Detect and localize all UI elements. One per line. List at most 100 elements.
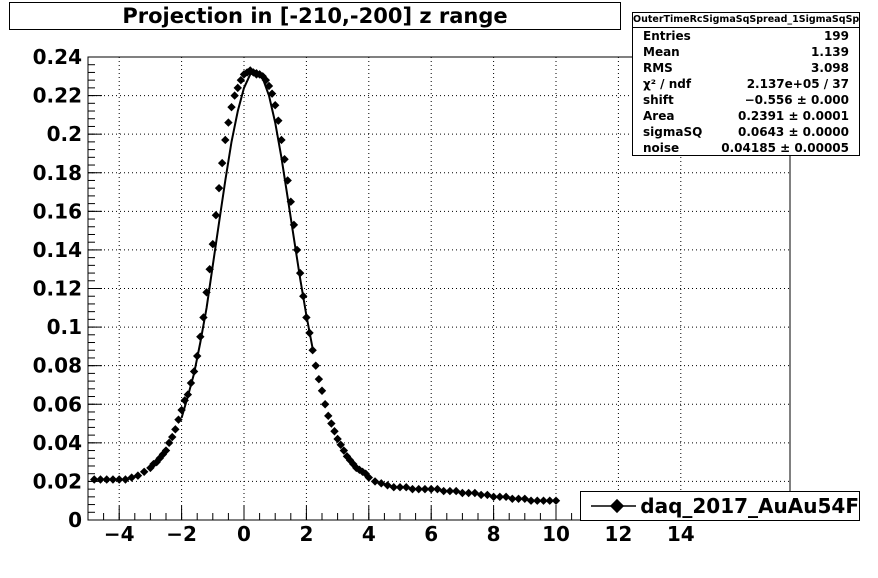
data-point bbox=[364, 473, 373, 482]
data-point bbox=[280, 155, 289, 164]
y-tick-label: 0.02 bbox=[33, 469, 82, 493]
data-point bbox=[199, 313, 208, 322]
stats-label: Area bbox=[643, 109, 675, 123]
data-point bbox=[261, 75, 271, 85]
data-point bbox=[545, 496, 554, 505]
data-point bbox=[395, 483, 405, 492]
fit-curve-line bbox=[180, 69, 314, 419]
data-point bbox=[427, 484, 436, 494]
data-point bbox=[317, 386, 327, 395]
data-point bbox=[327, 419, 336, 428]
data-point bbox=[489, 492, 498, 502]
data-point bbox=[439, 486, 448, 496]
data-point bbox=[495, 492, 505, 502]
data-point bbox=[102, 475, 111, 484]
x-axis-ticks: −4 −2 0 2 4 6 8 10 12 14 bbox=[87, 506, 791, 546]
stats-label: shift bbox=[643, 93, 674, 107]
data-point bbox=[433, 484, 442, 494]
data-point bbox=[168, 432, 177, 442]
x-tick-label: 14 bbox=[667, 522, 695, 546]
data-point bbox=[445, 486, 455, 496]
data-point bbox=[292, 245, 302, 255]
x-tick-label: 8 bbox=[487, 522, 501, 546]
stats-value: 199 bbox=[823, 29, 849, 43]
data-point bbox=[302, 313, 311, 322]
x-tick-label: 12 bbox=[604, 522, 632, 546]
y-tick-label: 0.14 bbox=[33, 238, 82, 262]
data-point bbox=[289, 220, 299, 230]
y-tick-label: 0.24 bbox=[33, 45, 82, 69]
data-point bbox=[115, 475, 124, 484]
data-point bbox=[177, 405, 186, 415]
data-point bbox=[295, 268, 305, 278]
data-point bbox=[183, 390, 193, 399]
stats-label: noise bbox=[643, 141, 680, 155]
data-points bbox=[90, 66, 561, 505]
stats-value: 0.04185 ± 0.00005 bbox=[721, 141, 849, 155]
data-point bbox=[408, 484, 417, 494]
data-point bbox=[370, 477, 380, 486]
data-point bbox=[224, 118, 233, 127]
stats-row-noise: noise 0.04185 ± 0.00005 bbox=[633, 140, 859, 156]
data-point bbox=[305, 328, 314, 338]
data-point bbox=[96, 475, 105, 484]
data-point bbox=[174, 415, 183, 424]
stats-value: 1.139 bbox=[811, 45, 849, 59]
stats-row-chi2: χ² / ndf 2.137e+05 / 37 bbox=[633, 76, 859, 92]
data-point bbox=[311, 361, 320, 370]
data-point bbox=[211, 210, 221, 220]
data-point bbox=[377, 479, 386, 488]
data-point bbox=[121, 475, 130, 484]
data-point bbox=[242, 68, 252, 77]
data-point bbox=[539, 496, 548, 505]
data-point bbox=[267, 89, 277, 98]
data-point bbox=[233, 83, 242, 93]
data-point bbox=[336, 440, 345, 449]
chart-title-text: Projection in [-210,-200] z range bbox=[122, 4, 508, 28]
data-point bbox=[208, 239, 217, 249]
data-point bbox=[274, 116, 283, 125]
y-tick-label: 0 bbox=[68, 508, 82, 532]
y-tick-label: 0.2 bbox=[47, 122, 82, 146]
stats-label: Mean bbox=[643, 45, 680, 59]
stats-label: RMS bbox=[643, 61, 673, 75]
data-point bbox=[186, 378, 196, 388]
data-point bbox=[414, 484, 423, 494]
stats-header: OuterTimeRcSigmaSqSpread_1SigmaSqSpread bbox=[633, 13, 859, 28]
stats-value: 3.098 bbox=[811, 61, 849, 75]
data-point bbox=[508, 494, 517, 503]
legend-marker-icon bbox=[591, 498, 637, 514]
data-point bbox=[127, 473, 136, 482]
data-point bbox=[470, 488, 480, 498]
data-point bbox=[189, 367, 199, 376]
data-point bbox=[476, 490, 486, 500]
data-point bbox=[402, 483, 411, 492]
data-point bbox=[308, 346, 317, 355]
x-tick-label: 2 bbox=[299, 522, 313, 546]
x-tick-label: 6 bbox=[424, 522, 438, 546]
x-tick-label: −4 bbox=[104, 522, 135, 546]
stats-row-entries: Entries 199 bbox=[633, 28, 859, 44]
stats-value: 2.137e+05 / 37 bbox=[746, 77, 849, 91]
data-point bbox=[164, 438, 174, 448]
data-point bbox=[180, 396, 189, 405]
data-point bbox=[283, 176, 292, 185]
data-point bbox=[526, 496, 536, 505]
stats-row-shift: shift −0.556 ± 0.000 bbox=[633, 92, 859, 108]
stats-value: 0.2391 ± 0.0001 bbox=[737, 109, 849, 123]
data-point bbox=[264, 81, 274, 91]
data-point bbox=[458, 488, 467, 498]
stats-value: −0.556 ± 0.000 bbox=[744, 93, 849, 107]
data-point bbox=[533, 496, 542, 505]
data-point bbox=[451, 486, 461, 496]
data-point bbox=[464, 488, 473, 498]
stats-row-mean: Mean 1.139 bbox=[633, 44, 859, 60]
y-tick-label: 0.18 bbox=[33, 161, 82, 185]
data-point bbox=[501, 492, 511, 502]
data-point bbox=[236, 75, 246, 85]
y-tick-label: 0.1 bbox=[47, 315, 82, 339]
data-point bbox=[239, 70, 249, 79]
stats-row-rms: RMS 3.098 bbox=[633, 60, 859, 76]
data-point bbox=[217, 158, 227, 168]
data-point bbox=[333, 434, 342, 444]
